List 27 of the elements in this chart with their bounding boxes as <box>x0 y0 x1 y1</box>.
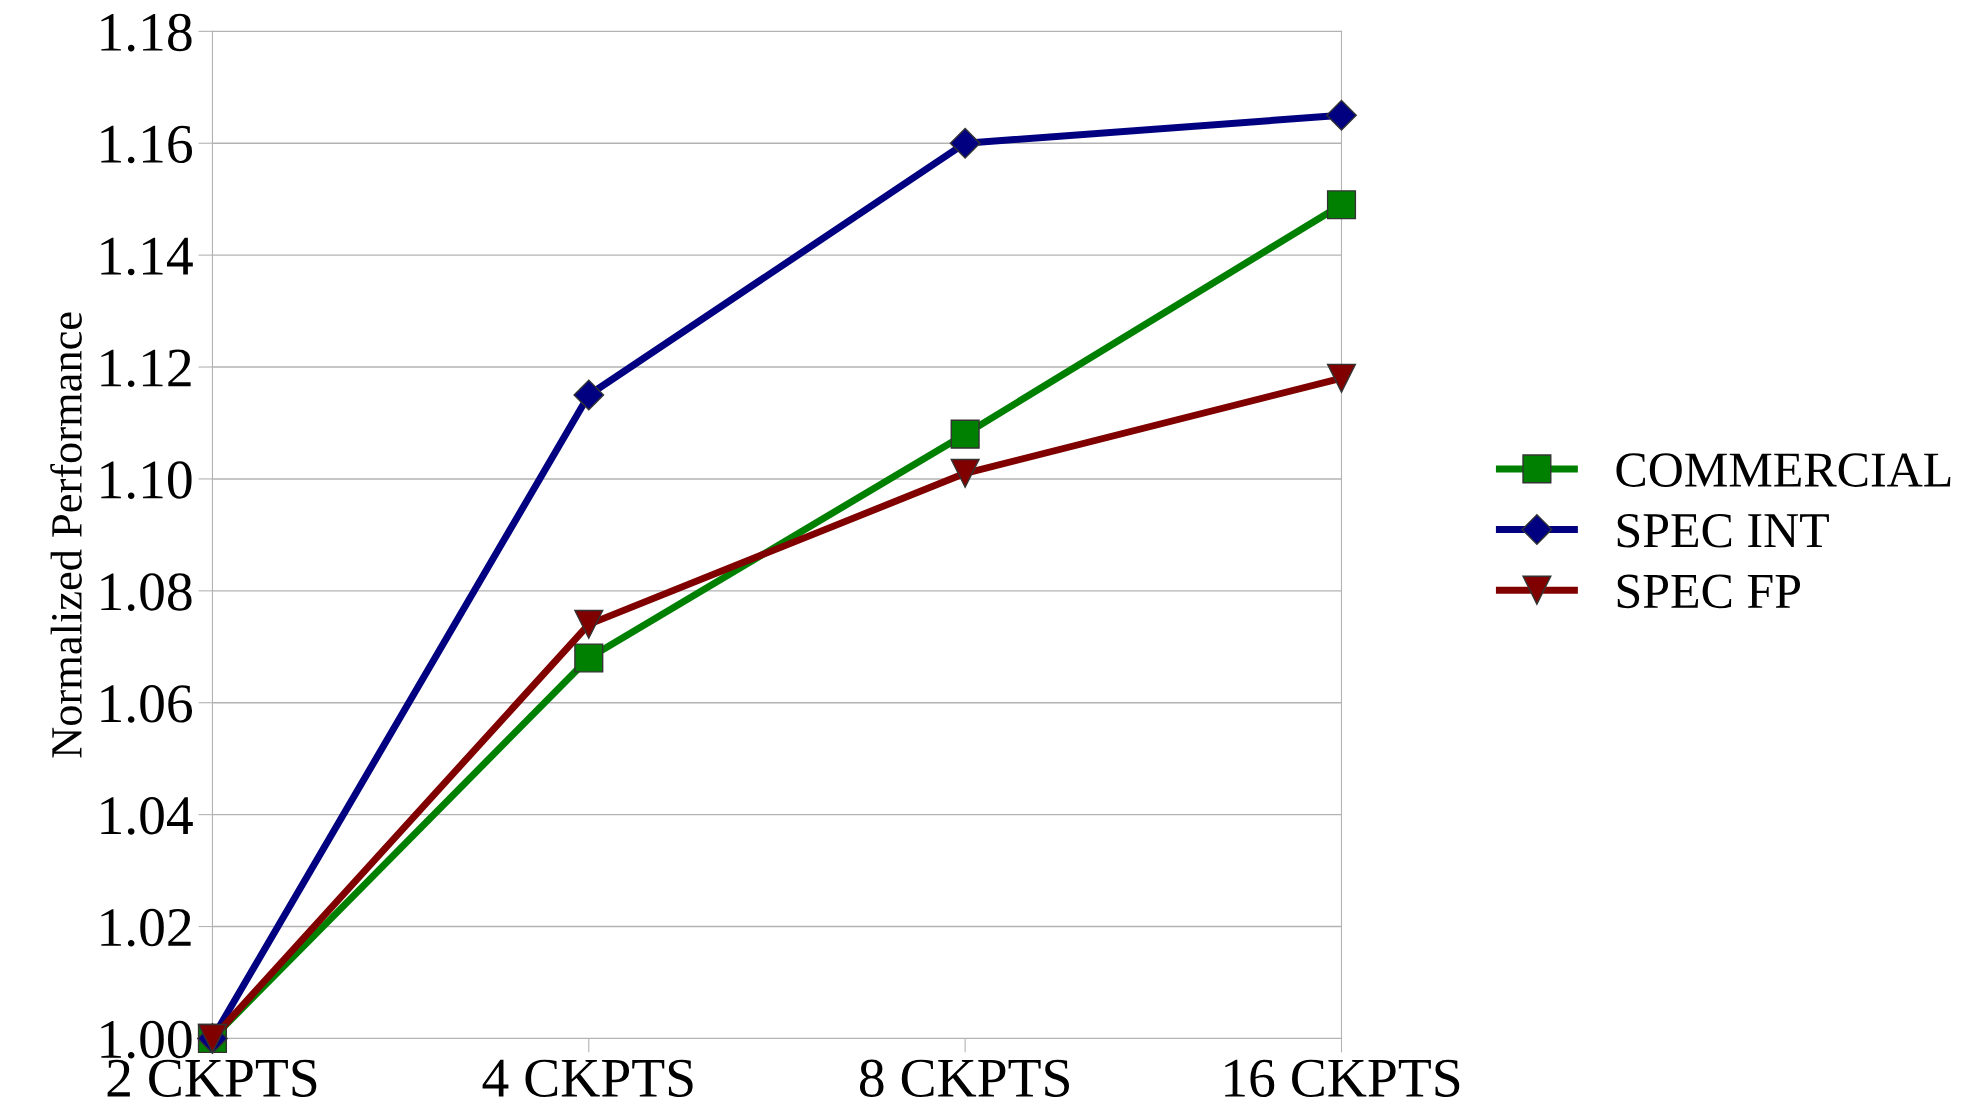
x-tick-label: 2 CKPTS <box>107 1059 317 1097</box>
y-tick-label: 1.14 <box>101 237 193 276</box>
point <box>950 458 980 488</box>
y-tick-label: 1.02 <box>101 908 191 947</box>
point <box>1326 363 1357 393</box>
legend-label: SPEC FP <box>1617 574 1801 609</box>
legend-label: SPEC INT <box>1617 513 1829 548</box>
y-tick-label: 1.06 <box>101 685 193 723</box>
point <box>949 127 981 159</box>
y-tick-label: 1.12 <box>101 349 191 388</box>
point <box>574 643 604 673</box>
y-tick-label: 1.08 <box>101 573 192 611</box>
point <box>1326 99 1357 131</box>
x-tick-label: 16 CKPTS <box>1225 1059 1460 1097</box>
legend-label: COMMERCIAL <box>1616 453 1951 487</box>
y-tick-label: 1.04 <box>101 796 193 835</box>
x-tick-label: 8 CKPTS <box>859 1059 1069 1097</box>
y-tick-label: 1.00 <box>101 1020 192 1059</box>
point <box>573 379 605 411</box>
x-tick-label: 4 CKPTS <box>482 1059 693 1097</box>
point <box>1326 190 1357 220</box>
point <box>574 609 604 639</box>
y-tick-label: 1.10 <box>101 461 192 499</box>
y-tick-label: 1.18 <box>101 13 192 52</box>
point <box>950 419 980 449</box>
y-tick-label: 1.16 <box>101 125 193 164</box>
y-axis-title: Normalized Performance <box>50 312 82 758</box>
